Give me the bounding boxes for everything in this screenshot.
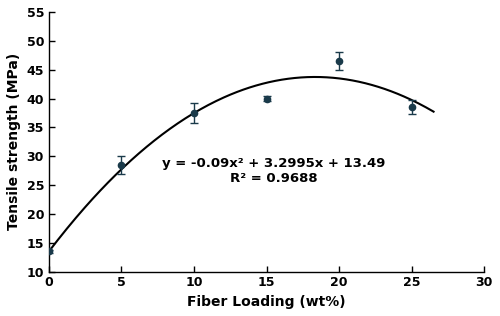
X-axis label: Fiber Loading (wt%): Fiber Loading (wt%) bbox=[188, 295, 346, 309]
Text: y = -0.09x² + 3.2995x + 13.49
R² = 0.9688: y = -0.09x² + 3.2995x + 13.49 R² = 0.968… bbox=[162, 157, 386, 185]
Y-axis label: Tensile strength (MPa): Tensile strength (MPa) bbox=[7, 53, 21, 230]
